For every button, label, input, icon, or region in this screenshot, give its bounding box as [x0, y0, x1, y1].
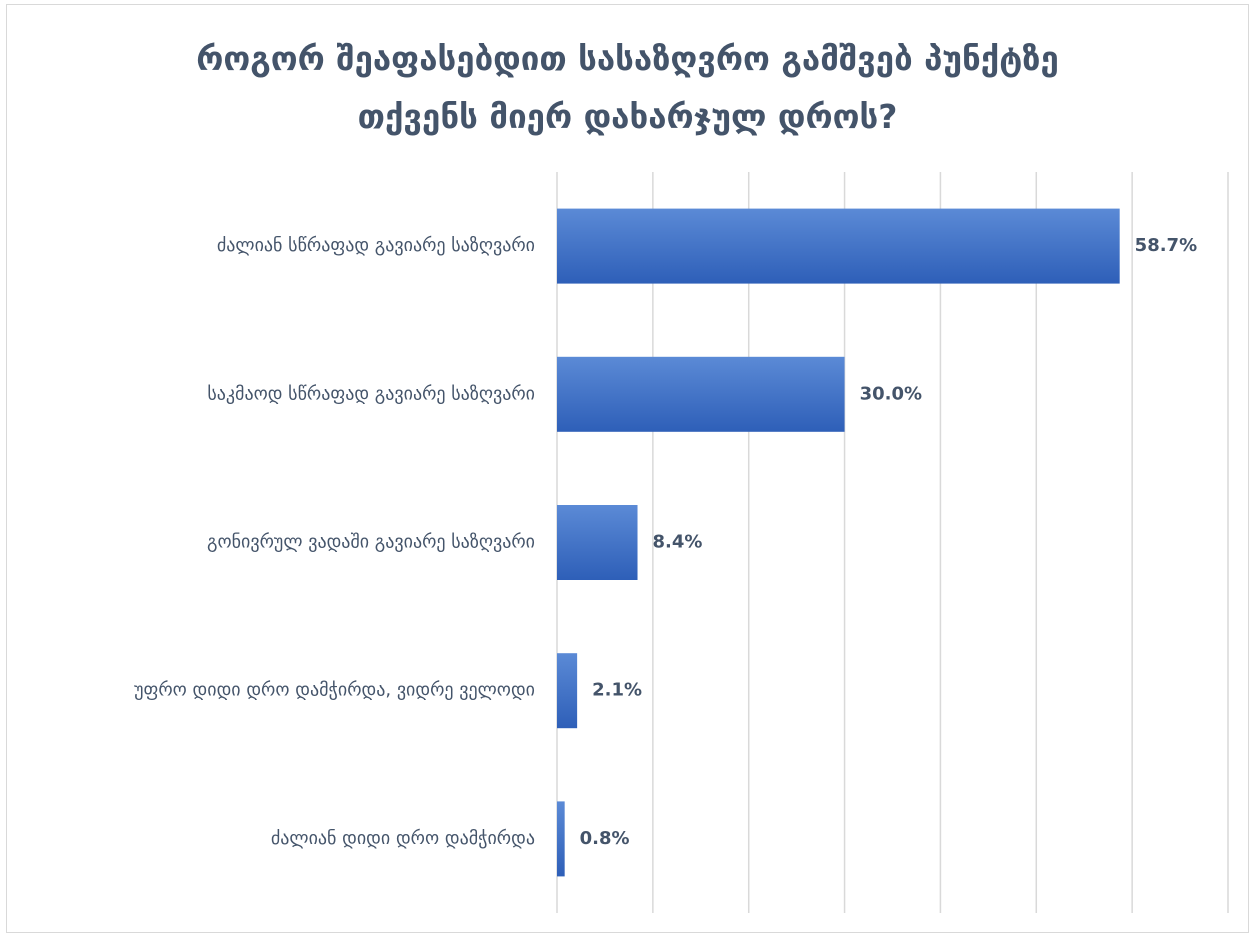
data-label-2: 30.0% — [860, 383, 922, 404]
category-label-2: საკმაოდ სწრაფად გავიარე საზღვარი — [207, 383, 535, 404]
data-label-4: 2.1% — [592, 680, 642, 701]
data-label-3: 8.4% — [653, 532, 703, 553]
category-labels: ძალიან სწრაფად გავიარე საზღვარი საკმაოდ ს… — [134, 235, 535, 849]
bar-2 — [557, 356, 845, 432]
data-label-1: 58.7% — [1135, 235, 1197, 256]
category-label-5: ძალიან დიდი დრო დამჭირდა — [271, 828, 535, 849]
category-label-4: უფრო დიდი დრო დამჭირდა, ვიდრე ველოდი — [134, 680, 535, 701]
category-label-1: ძალიან სწრაფად გავიარე საზღვარი — [217, 235, 535, 256]
bar-1 — [557, 208, 1120, 284]
chart-title-line-2: თქვენს მიერ დახარჯულ დროს? — [357, 97, 898, 136]
data-labels: 58.7% 30.0% 8.4% 2.1% 0.8% — [580, 235, 1197, 849]
bar-4 — [557, 653, 578, 729]
gridlines — [556, 172, 1229, 913]
data-label-5: 0.8% — [580, 828, 630, 849]
chart-title-line-1: როგორ შეაფასებდით სასაზღვრო გამშვებ პუნქ… — [196, 39, 1059, 78]
bar-5 — [557, 801, 565, 877]
chart-frame — [6, 4, 1249, 933]
bar-3 — [557, 505, 638, 580]
bars — [557, 208, 1120, 877]
category-label-3: გონივრულ ვადაში გავიარე საზღვარი — [207, 532, 535, 553]
chart-title: როგორ შეაფასებდით სასაზღვრო გამშვებ პუნქ… — [0, 30, 1255, 146]
